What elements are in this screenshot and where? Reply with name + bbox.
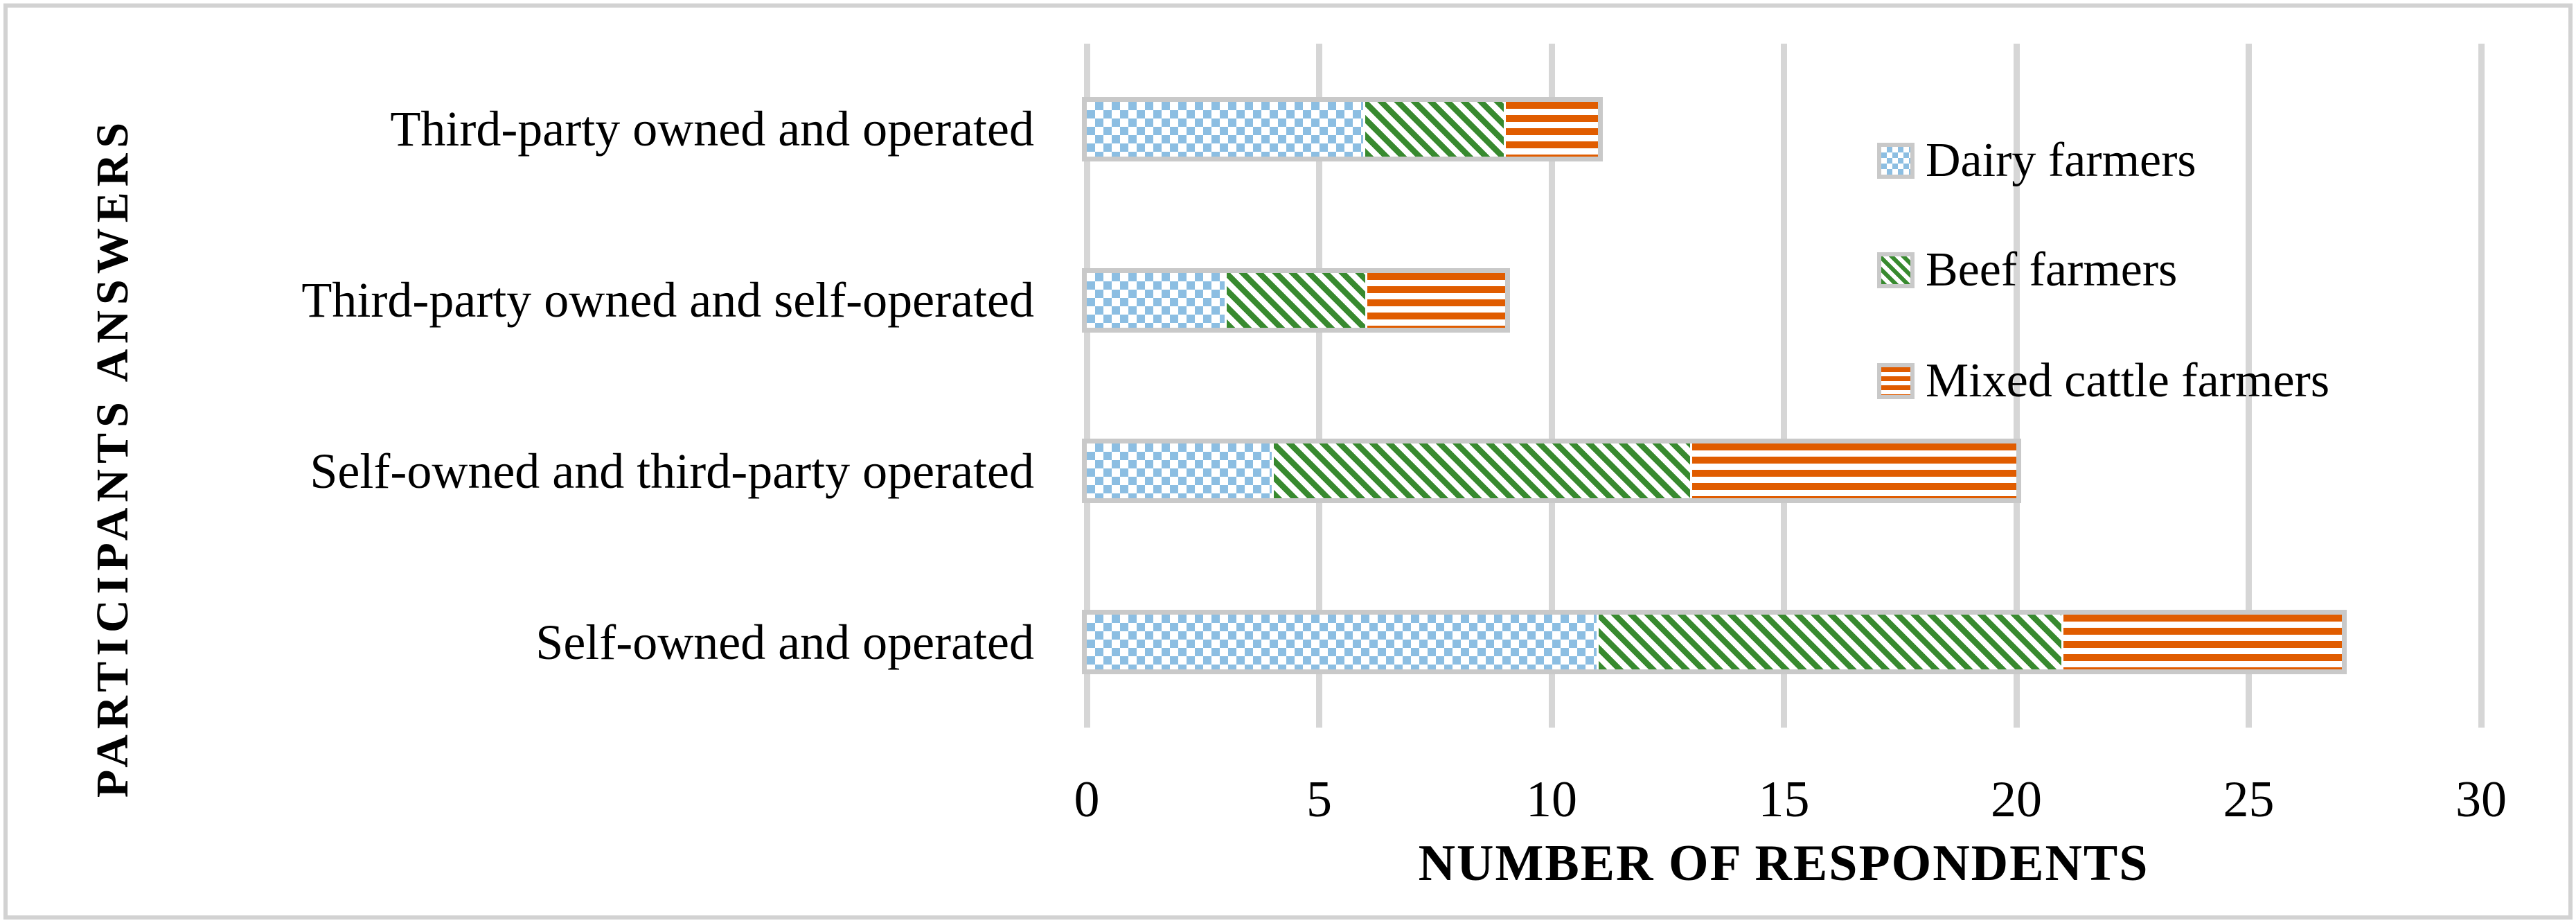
bar-segment-dairy bbox=[1087, 443, 1272, 498]
gridline-x-15 bbox=[1781, 44, 1787, 728]
bar-row bbox=[1082, 268, 1510, 333]
category-label: Self-owned and third-party operated bbox=[310, 443, 1034, 499]
x-tick-label-0: 0 bbox=[1074, 771, 1100, 828]
category-label: Third-party owned and self-operated bbox=[301, 272, 1034, 328]
bar-segment-dairy bbox=[1087, 615, 1597, 669]
bar-segment-dairy bbox=[1087, 273, 1225, 328]
x-tick-label-10: 10 bbox=[1526, 771, 1577, 828]
bar-row bbox=[1082, 439, 2021, 503]
y-axis-title: PARTICIPANTS ANSWERS bbox=[87, 116, 138, 798]
x-tick-label-15: 15 bbox=[1758, 771, 1810, 828]
x-tick-label-30: 30 bbox=[2455, 771, 2507, 828]
bar-segment-beef bbox=[1598, 615, 2062, 669]
legend-swatch-beef-icon bbox=[1877, 252, 1915, 288]
category-label: Third-party owned and operated bbox=[390, 101, 1034, 157]
category-label: Self-owned and operated bbox=[535, 615, 1034, 670]
x-tick-label-20: 20 bbox=[1991, 771, 2042, 828]
gridline-x-10 bbox=[1548, 44, 1555, 728]
bar-segment-beef bbox=[1274, 443, 1691, 498]
x-tick-label-25: 25 bbox=[2223, 771, 2275, 828]
x-axis-title: NUMBER OF RESPONDENTS bbox=[1418, 835, 2149, 892]
gridline-x-30 bbox=[2478, 44, 2485, 728]
bar-segment-beef bbox=[1227, 273, 1365, 328]
bar-segment-mixed bbox=[2063, 615, 2342, 669]
bar-segment-mixed bbox=[1505, 102, 1599, 157]
legend-label: Mixed cattle farmers bbox=[1926, 354, 2330, 407]
bar-segment-dairy bbox=[1087, 102, 1364, 157]
bar-segment-mixed bbox=[1367, 273, 1505, 328]
legend-item: Dairy farmers bbox=[1877, 134, 2196, 187]
legend-label: Beef farmers bbox=[1926, 243, 2178, 297]
bar-segment-beef bbox=[1365, 102, 1504, 157]
gridline-x-25 bbox=[2246, 44, 2252, 728]
gridline-x-0 bbox=[1083, 44, 1090, 728]
bar-segment-mixed bbox=[1692, 443, 2016, 498]
gridline-x-20 bbox=[2013, 44, 2020, 728]
legend-swatch-dairy-icon bbox=[1877, 143, 1915, 179]
legend-item: Mixed cattle farmers bbox=[1877, 354, 2330, 407]
gridline-x-5 bbox=[1316, 44, 1322, 728]
legend-swatch-mixed-icon bbox=[1877, 363, 1915, 399]
legend-label: Dairy farmers bbox=[1926, 134, 2196, 187]
x-tick-label-5: 5 bbox=[1306, 771, 1332, 828]
bar-row bbox=[1082, 97, 1604, 161]
legend-item: Beef farmers bbox=[1877, 243, 2178, 297]
bar-row bbox=[1082, 610, 2347, 674]
